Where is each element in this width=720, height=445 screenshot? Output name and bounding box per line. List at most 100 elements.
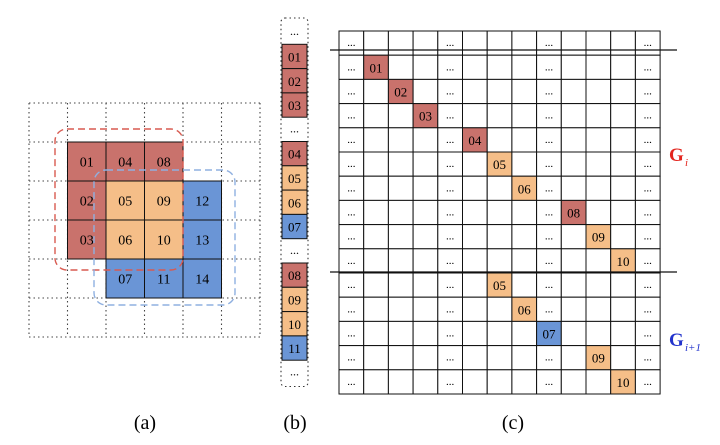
patch-cell [105, 219, 145, 260]
token-label: 04 [288, 147, 302, 162]
matrix-ellipsis: ... [644, 279, 653, 291]
matrix-ellipsis: ... [446, 134, 455, 146]
matrix-cell [412, 272, 439, 298]
matrix-cell [462, 54, 488, 80]
matrix-cell [634, 127, 661, 153]
token-ellipsis: ... [290, 364, 299, 378]
matrix-cell [363, 103, 389, 129]
panel-a-grid: 01 04 08 02 05 09 12 03 06 10 13 07 11 14 [28, 102, 261, 338]
matrix-ellipsis: ... [644, 110, 653, 122]
matrix-cell [387, 296, 414, 322]
matrix-cell [486, 199, 513, 226]
matrix-cell [363, 151, 389, 177]
token-label: 06 [288, 195, 302, 210]
matrix-cell [486, 320, 513, 347]
matrix-cell [486, 345, 513, 371]
matrix-ellipsis: ... [545, 110, 554, 122]
matrix-cell [387, 30, 414, 56]
group-label-gi1: G i+1 [669, 330, 701, 354]
matrix-active-cell [511, 175, 538, 201]
token-label: 10 [288, 317, 301, 332]
matrix-cell [462, 151, 488, 177]
matrix-cell [585, 248, 612, 274]
matrix-cell [437, 103, 463, 129]
matrix-cell [462, 320, 488, 347]
matrix-cell [462, 248, 488, 274]
matrix-cell [585, 199, 612, 226]
matrix-cell [511, 199, 538, 226]
token-cell [281, 141, 308, 167]
matrix-cell [536, 175, 562, 201]
matrix-active-cell [462, 127, 488, 153]
matrix-cell [610, 127, 636, 153]
matrix-cell [437, 369, 463, 395]
matrix-cell [387, 54, 414, 80]
matrix-cell [560, 78, 587, 105]
matrix-ellipsis: ... [446, 328, 455, 340]
matrix-cell [363, 78, 389, 105]
matrix-cell [634, 78, 661, 105]
matrix-cell [585, 151, 612, 177]
matrix-cell [560, 224, 587, 250]
matrix-cell [511, 78, 538, 105]
matrix-ellipsis: ... [545, 182, 554, 194]
token-label: 11 [288, 341, 301, 356]
matrix-ellipsis: ... [347, 182, 356, 194]
matrix-cell [387, 369, 414, 395]
matrix-cell [610, 54, 636, 80]
matrix-cell [437, 248, 463, 274]
matrix-cell [486, 78, 513, 105]
matrix-cell [338, 320, 365, 347]
matrix-cell [634, 224, 661, 250]
matrix-ellipsis: ... [644, 158, 653, 170]
matrix-ellipsis: ... [347, 352, 356, 364]
token-cell [281, 189, 308, 215]
matrix-cell [634, 103, 661, 129]
matrix-cell [560, 30, 587, 56]
patch-cell-label: 07 [118, 273, 132, 288]
token-label: 05 [288, 171, 301, 186]
patch-cell-label: 08 [157, 156, 171, 171]
matrix-ellipsis: ... [644, 303, 653, 315]
patch-cell-label: 10 [157, 234, 171, 249]
matrix-cell [363, 320, 389, 347]
matrix-cell [412, 199, 439, 226]
matrix-cell [462, 30, 488, 56]
matrix-ellipsis: ... [446, 303, 455, 315]
matrix-ellipsis: ... [347, 61, 356, 73]
matrix-cell-label: 07 [542, 327, 556, 342]
matrix-ellipsis: ... [446, 110, 455, 122]
matrix-ellipsis: ... [545, 86, 554, 98]
caption-a: (a) [134, 412, 156, 434]
matrix-ellipsis: ... [644, 328, 653, 340]
matrix-cell-label: 09 [592, 351, 605, 366]
matrix-cell [634, 369, 661, 395]
matrix-ellipsis: ... [644, 207, 653, 219]
matrix-cell [536, 78, 562, 105]
group-label-gi-sub: i [685, 157, 688, 169]
matrix-cell [610, 78, 636, 105]
patch-cell-label: 12 [195, 195, 209, 210]
matrix-cell [511, 248, 538, 274]
token-cell [281, 262, 308, 288]
matrix-cell [486, 103, 513, 129]
matrix-cell-label: 05 [493, 157, 506, 172]
matrix-cell [585, 296, 612, 322]
matrix-ellipsis: ... [545, 158, 554, 170]
matrix-cell [536, 248, 562, 274]
matrix-ellipsis: ... [545, 352, 554, 364]
matrix-cell [511, 54, 538, 80]
panel-b-sequence: ... 01 02 03... 04 05 06 07... 08 09 10 11... [280, 17, 309, 388]
matrix-cell-label: 06 [518, 302, 532, 317]
matrix-cell [412, 54, 439, 80]
matrix-cell [585, 369, 612, 395]
matrix-cell [610, 30, 636, 56]
matrix-ellipsis: ... [644, 86, 653, 98]
group-label-gi1-sub: i+1 [685, 342, 701, 354]
matrix-cell [560, 345, 587, 371]
matrix-cell [412, 78, 439, 105]
matrix-ellipsis: ... [347, 376, 356, 388]
token-cell [281, 92, 308, 118]
token-ellipsis: ... [290, 24, 299, 38]
matrix-cell [387, 320, 414, 347]
